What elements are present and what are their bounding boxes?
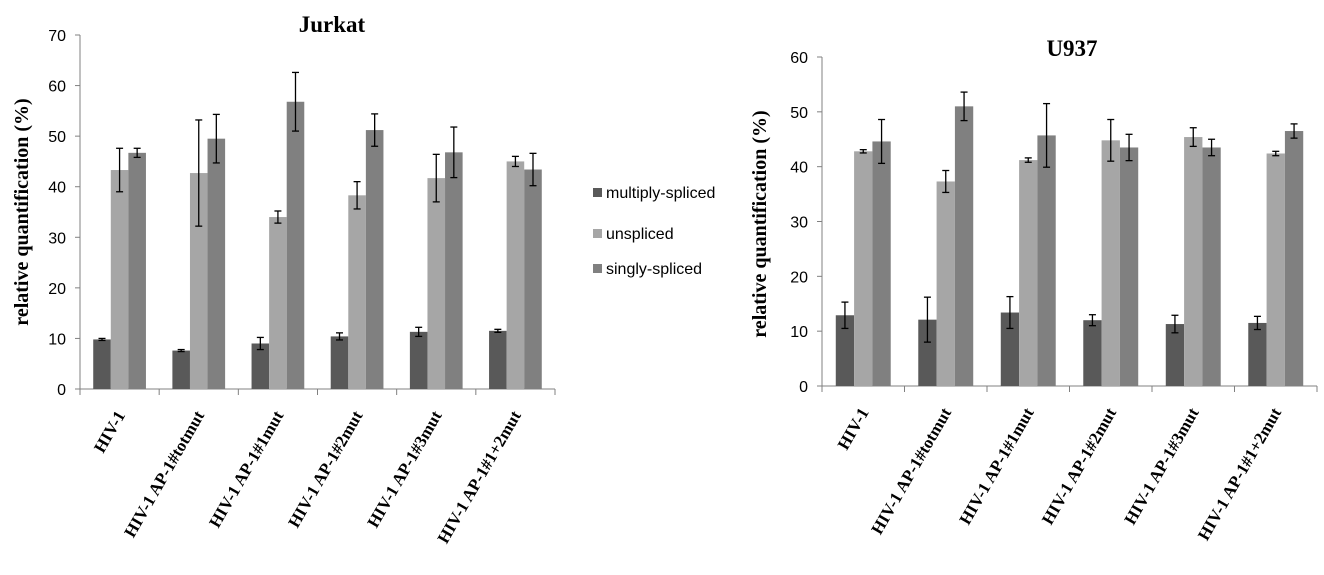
bar-multiply-spliced-4 (1083, 320, 1102, 386)
y-tick-label: 50 (48, 129, 66, 146)
bar-unspliced-4 (1101, 140, 1120, 386)
y-tick-label: 20 (790, 269, 808, 286)
bar-singly-spliced-4 (1119, 147, 1139, 386)
legend: multiply-spliced unspliced singly-splice… (593, 185, 715, 278)
x-tick-label-u937: HIV-1 AP-1#1mut (956, 404, 1038, 528)
bar-multiply-spliced-1 (835, 315, 855, 386)
bar-multiply-spliced-5 (1165, 324, 1185, 386)
bar-singly-spliced-6 (1284, 131, 1304, 386)
bar-unspliced-3 (269, 217, 287, 389)
x-tick-label-jurkat: HIV-1 AP-1#2mut (284, 407, 366, 531)
legend-swatch-singly-spliced (593, 264, 602, 273)
x-tick-label-jurkat: HIV-1 AP-1#3mut (364, 407, 446, 531)
bar-unspliced-5 (427, 178, 446, 389)
y-tick-label: 20 (48, 281, 66, 298)
bar-singly-spliced-2 (954, 106, 974, 386)
bar-singly-spliced-3 (286, 101, 305, 390)
x-tick-label-jurkat: HIV-1 (90, 408, 129, 456)
y-tick-label: 40 (790, 160, 808, 177)
bar-multiply-spliced-2 (918, 319, 937, 386)
y-tick-label: 0 (799, 379, 808, 396)
bar-multiply-spliced-5 (409, 331, 428, 389)
bar-unspliced-5 (1184, 137, 1203, 386)
bar-unspliced-1 (110, 170, 129, 389)
x-tick-label-u937: HIV-1 AP-1#2mut (1038, 404, 1120, 528)
y-tick-label: 30 (48, 230, 66, 247)
bar-multiply-spliced-1 (93, 339, 111, 389)
chart-title-u937: U937 (1046, 36, 1097, 61)
y-axis-label-u937: relative quantification (%) (749, 110, 771, 337)
bar-singly-spliced-2 (207, 138, 226, 389)
bar-multiply-spliced-3 (1000, 312, 1020, 386)
y-tick-label: 60 (790, 50, 808, 67)
bar-multiply-spliced-2 (172, 350, 190, 389)
bar-singly-spliced-5 (445, 152, 463, 389)
x-tick-label-jurkat: HIV-1 AP-1#1+2mut (434, 407, 525, 546)
y-axis-label-jurkat: relative quantification (%) (11, 98, 33, 325)
legend-swatch-unspliced (593, 229, 602, 238)
y-tick-label: 70 (48, 28, 66, 45)
y-tick-label: 60 (48, 79, 66, 96)
bar-multiply-spliced-6 (1248, 322, 1267, 386)
y-tick-label: 10 (790, 324, 808, 341)
x-tick-label-u937: HIV-1 (834, 405, 873, 453)
x-tick-label-jurkat: HIV-1 AP-1#totmut (120, 407, 208, 540)
bar-multiply-spliced-6 (489, 330, 507, 389)
chart-title-jurkat: Jurkat (299, 12, 366, 37)
bar-singly-spliced-4 (365, 130, 384, 389)
bar-unspliced-2 (189, 173, 208, 389)
bar-unspliced-6 (1266, 153, 1285, 386)
y-tick-label: 10 (48, 331, 66, 348)
legend-swatch-multiply-spliced (593, 188, 602, 197)
bar-unspliced-3 (1019, 160, 1038, 386)
bar-singly-spliced-1 (128, 152, 146, 389)
legend-label-multiply-spliced: multiply-spliced (606, 185, 715, 202)
bar-singly-spliced-1 (872, 141, 891, 386)
legend-label-unspliced: unspliced (606, 226, 674, 243)
bar-multiply-spliced-4 (330, 336, 349, 389)
bar-singly-spliced-3 (1037, 135, 1056, 386)
x-tick-label-u937: HIV-1 AP-1#1+2mut (1194, 404, 1285, 543)
y-tick-label: 40 (48, 180, 66, 197)
x-tick-label-jurkat: HIV-1 AP-1#1mut (205, 407, 287, 531)
bar-unspliced-4 (348, 195, 366, 389)
bar-singly-spliced-5 (1202, 147, 1221, 386)
y-tick-label: 30 (790, 215, 808, 232)
y-tick-label: 0 (57, 382, 66, 399)
bar-unspliced-6 (506, 161, 525, 389)
legend-label-singly-spliced: singly-spliced (606, 261, 702, 278)
x-tick-label-u937: HIV-1 AP-1#3mut (1121, 404, 1203, 528)
bar-unspliced-2 (936, 181, 955, 386)
bar-singly-spliced-6 (524, 169, 542, 389)
bar-multiply-spliced-3 (251, 343, 270, 389)
x-tick-label-u937: HIV-1 AP-1#totmut (867, 404, 955, 537)
bar-unspliced-1 (854, 151, 873, 386)
y-tick-label: 50 (790, 105, 808, 122)
